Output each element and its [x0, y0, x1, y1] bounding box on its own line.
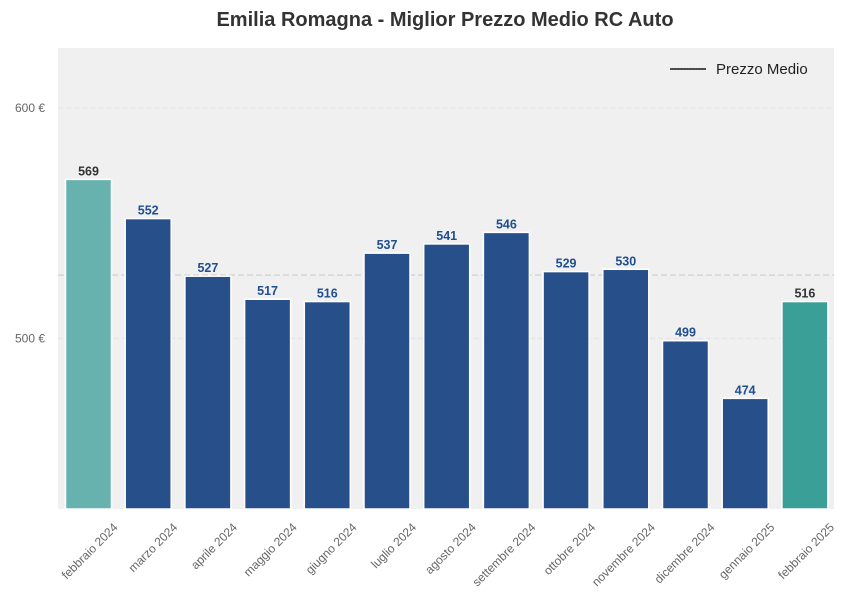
- bar-value-label: 541: [436, 229, 457, 243]
- bar: [721, 397, 769, 510]
- bar: [303, 300, 352, 510]
- x-tick-label: marzo 2024: [126, 520, 181, 575]
- bar-value-label: 552: [138, 204, 159, 218]
- x-tick-label: novembre 2024: [589, 520, 658, 589]
- bar-value-label: 474: [735, 383, 756, 397]
- bar: [482, 231, 531, 510]
- bar: [64, 178, 113, 510]
- bar: [422, 243, 471, 510]
- bar-value-label: 569: [78, 164, 99, 178]
- x-tick-label: maggio 2024: [241, 520, 300, 579]
- bar: [661, 339, 710, 510]
- bar: [184, 275, 232, 510]
- bar-value-label: 516: [794, 287, 815, 301]
- bar: [124, 217, 172, 510]
- y-tick-label: 500 €: [15, 331, 45, 345]
- bar-value-label: 499: [675, 326, 696, 340]
- legend-label: Prezzo Medio: [716, 61, 808, 78]
- x-tick-label: febbraio 2025: [775, 520, 837, 582]
- x-tick-label: dicembre 2024: [652, 520, 718, 586]
- bar-value-label: 530: [615, 254, 636, 268]
- x-tick-label: agosto 2024: [422, 520, 479, 577]
- bar-value-label: 517: [257, 284, 278, 298]
- x-tick-label: febbraio 2024: [59, 520, 121, 582]
- bar-value-label: 537: [377, 238, 398, 252]
- bar-value-label: 527: [197, 261, 218, 275]
- chart-title: Emilia Romagna - Miglior Prezzo Medio RC…: [216, 9, 673, 31]
- bar: [781, 300, 829, 510]
- bar: [542, 270, 590, 510]
- bar: [243, 298, 292, 510]
- legend: Prezzo Medio: [670, 61, 808, 78]
- x-tick-label: giugno 2024: [303, 520, 360, 577]
- bar-value-label: 516: [317, 287, 338, 301]
- y-tick-label: 600 €: [15, 101, 45, 115]
- bar: [602, 268, 650, 510]
- bar-value-label: 529: [556, 257, 577, 271]
- x-tick-label: settembre 2024: [470, 520, 539, 589]
- x-tick-label: gennaio 2025: [716, 520, 778, 582]
- bar: [363, 252, 411, 510]
- x-tick-label: ottobre 2024: [541, 520, 599, 578]
- x-tick-label: luglio 2024: [368, 520, 419, 571]
- bar-value-label: 546: [496, 217, 517, 231]
- x-tick-label: aprile 2024: [188, 520, 240, 572]
